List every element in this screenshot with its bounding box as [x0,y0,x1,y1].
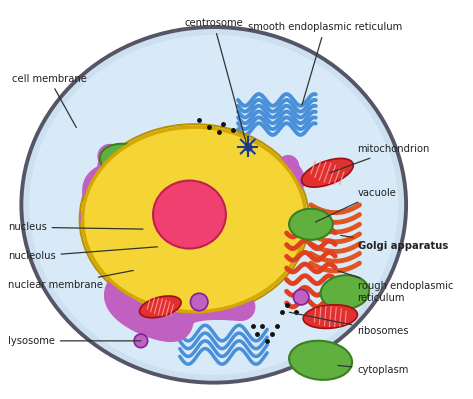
Ellipse shape [303,305,358,328]
Text: vacuole: vacuole [315,188,396,222]
Ellipse shape [83,127,306,312]
Ellipse shape [191,293,208,311]
Text: cell membrane: cell membrane [12,73,87,128]
Text: Golgi apparatus: Golgi apparatus [341,235,448,251]
Ellipse shape [153,181,226,249]
Ellipse shape [293,289,309,305]
Text: ribosomes: ribosomes [289,312,409,336]
Ellipse shape [23,29,404,381]
Text: nuclear membrane: nuclear membrane [8,271,133,290]
Text: smooth endoplasmic reticulum: smooth endoplasmic reticulum [248,22,402,105]
Ellipse shape [19,25,408,385]
Ellipse shape [100,144,153,178]
Ellipse shape [301,158,353,187]
Text: centrosome: centrosome [184,18,247,146]
Text: mitochondrion: mitochondrion [330,144,430,173]
Ellipse shape [321,275,369,309]
Text: rough endoplasmic
reticulum: rough endoplasmic reticulum [338,271,453,303]
Text: nucleolus: nucleolus [8,247,158,261]
Text: cytoplasm: cytoplasm [338,365,409,375]
Ellipse shape [140,296,181,318]
Ellipse shape [29,35,398,375]
Ellipse shape [134,334,148,348]
Ellipse shape [289,209,333,240]
Ellipse shape [289,341,352,380]
Text: lysosome: lysosome [8,336,141,346]
Text: nucleus: nucleus [8,222,143,232]
